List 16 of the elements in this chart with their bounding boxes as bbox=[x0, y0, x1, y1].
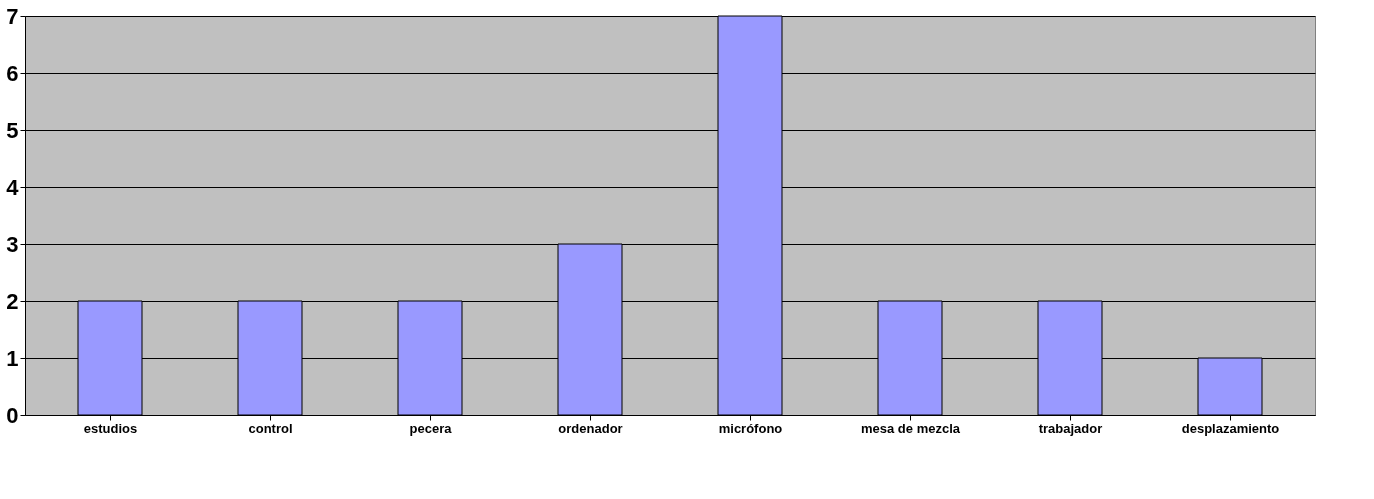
y-tick-label: 0 bbox=[6, 402, 19, 428]
x-tick-label: trabajador bbox=[1038, 420, 1103, 436]
x-tick-label: mesa de mezcla bbox=[860, 420, 961, 436]
y-tick-label: 6 bbox=[6, 60, 19, 86]
y-tick-label: 4 bbox=[6, 174, 20, 200]
x-tick-label: pecera bbox=[409, 420, 453, 436]
x-tick-label: estudios bbox=[83, 420, 138, 436]
x-tick-label: control bbox=[248, 420, 293, 436]
y-tick-label: 2 bbox=[6, 288, 19, 314]
x-tick-label: desplazamiento bbox=[1181, 420, 1280, 436]
x-tick-label: micrófono bbox=[718, 420, 783, 436]
x-tick-label: ordenador bbox=[558, 420, 623, 436]
y-tick-label: 1 bbox=[6, 345, 19, 371]
y-tick-label: 3 bbox=[6, 231, 19, 257]
y-tick-label: 5 bbox=[6, 117, 19, 143]
y-tick-label: 7 bbox=[6, 3, 19, 29]
